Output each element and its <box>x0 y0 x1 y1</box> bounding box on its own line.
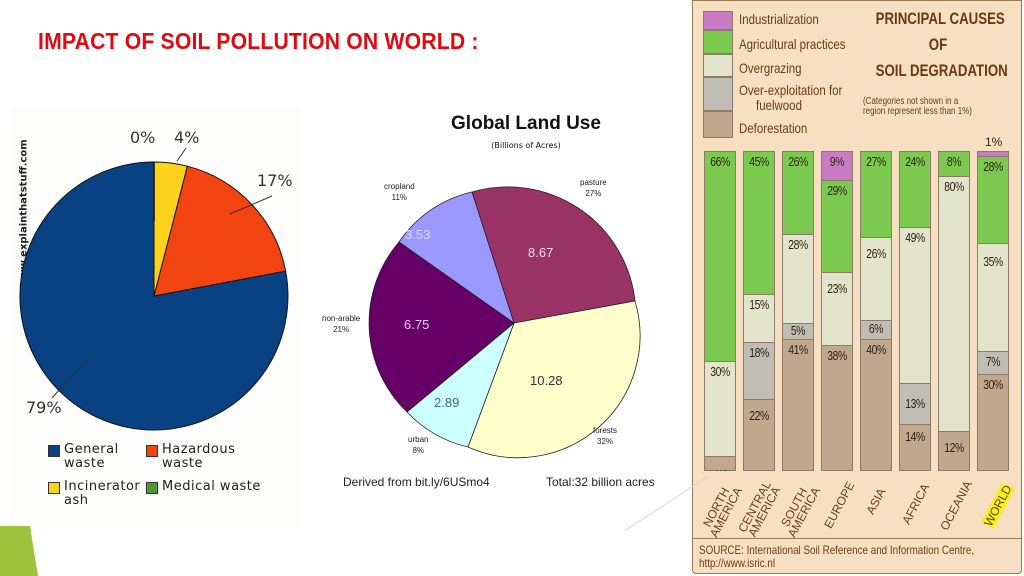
waste-pie-svg <box>19 147 289 431</box>
legend-swatch <box>48 445 60 457</box>
legend-swatch-industrialization <box>703 11 733 30</box>
pie-label-incinerator: 4% <box>174 128 200 147</box>
legend-swatch <box>48 482 60 494</box>
pie-label-general: 79% <box>26 398 62 417</box>
legend-label-fuelwood-1: Over-exploitation for <box>739 82 843 98</box>
waste-legend: General waste Hazardous waste Incinerato… <box>38 440 308 520</box>
category-north-america: NORTH AMERICA <box>700 484 745 540</box>
legend-swatch-deforestation <box>703 111 733 138</box>
bar-world: 28% 35% 7% 30% <box>977 151 1009 471</box>
bar-south-america: 26% 28% 5% 41% <box>782 151 814 471</box>
chart-title-line2: OF <box>928 35 948 54</box>
waste-pie-chart: www.explainthatstuff.com 0% 4% 17% 79% <box>10 108 302 528</box>
category-africa: AFRICA <box>899 481 933 527</box>
land-use-pie-chart: Global Land Use (Billions of Acres) crop… <box>318 105 678 500</box>
category-oceania: OCEANIA <box>937 478 975 533</box>
category-world: WORLD <box>981 482 1015 529</box>
value-forests: 10.28 <box>530 373 563 388</box>
chart-source: SOURCE: International Soil Reference and… <box>693 538 1021 575</box>
pie-slice-pasture <box>471 186 636 324</box>
chart-total: Total:32 billion acres <box>546 475 655 489</box>
label-forests: forests 32% <box>593 426 618 446</box>
value-non-arable: 6.75 <box>404 317 430 332</box>
legend-swatch-overgrazing <box>703 54 733 77</box>
label-pasture: pasture 27% <box>580 178 607 198</box>
world-industrialization-value: 1% <box>985 135 1003 149</box>
bar-oceania: 8% 80% 12% <box>938 151 970 471</box>
soil-degradation-chart: Industrialization Agricultural practices… <box>692 0 1022 574</box>
legend-swatch-fuelwood <box>703 77 733 111</box>
legend-swatch-agricultural <box>703 30 733 54</box>
bar-africa: 24% 49% 13% 14% <box>899 151 931 471</box>
pie-label-hazardous: 17% <box>257 171 293 190</box>
chart-title-line3: SOIL DEGRADATION <box>875 61 1008 80</box>
bar-central-america: 45% 15% 18% 22% <box>743 151 775 471</box>
legend-label-fuelwood-2: fuelwood <box>756 97 802 113</box>
label-urban: urban 8% <box>408 435 429 455</box>
legend-swatch <box>146 482 158 494</box>
value-cropland: 3.53 <box>405 227 431 242</box>
category-central-america: CENTRAL AMERICA <box>735 478 784 540</box>
slide-title: IMPACT OF SOIL POLLUTION ON WORLD : <box>38 28 479 54</box>
chart-title-line1: PRINCIPAL CAUSES <box>875 9 1005 28</box>
pie-label-medical: 0% <box>130 128 156 147</box>
chart-source: Derived from bit.ly/6USmo4 <box>343 475 490 489</box>
legend-label-industrialization: Industrialization <box>739 11 819 27</box>
value-urban: 2.89 <box>434 395 460 410</box>
bar-north-america: 66% 4%30% <box>704 151 736 474</box>
corner-decoration <box>0 526 38 576</box>
chart-subtitle: (Billions of Acres) <box>491 141 561 150</box>
legend-label-agricultural: Agricultural practices <box>739 36 846 52</box>
label-non-arable: non-arable 21% <box>322 314 361 334</box>
bar-asia: 27% 26% 6% 40% <box>860 151 892 471</box>
pie-slice-cropland <box>398 191 515 325</box>
category-asia: ASIA <box>863 485 889 517</box>
bar-europe: 9% 29% 23% 38% <box>821 151 853 471</box>
value-pasture: 8.67 <box>528 245 554 260</box>
pie-slice-forests <box>467 300 641 459</box>
legend-label-overgrazing: Overgrazing <box>739 60 802 76</box>
chart-note: (Categories not shown in a region represe… <box>863 96 972 117</box>
label-cropland: cropland 11% <box>384 182 415 202</box>
pie-slice-non-arable <box>368 241 515 413</box>
category-south-america: SOUTH AMERICA <box>778 484 823 540</box>
land-use-pie-svg <box>368 186 641 459</box>
category-europe: EUROPE <box>821 479 858 531</box>
legend-swatch <box>146 445 158 457</box>
chart-title: Global Land Use <box>451 113 601 134</box>
legend-label-deforestation: Deforestation <box>739 120 808 136</box>
